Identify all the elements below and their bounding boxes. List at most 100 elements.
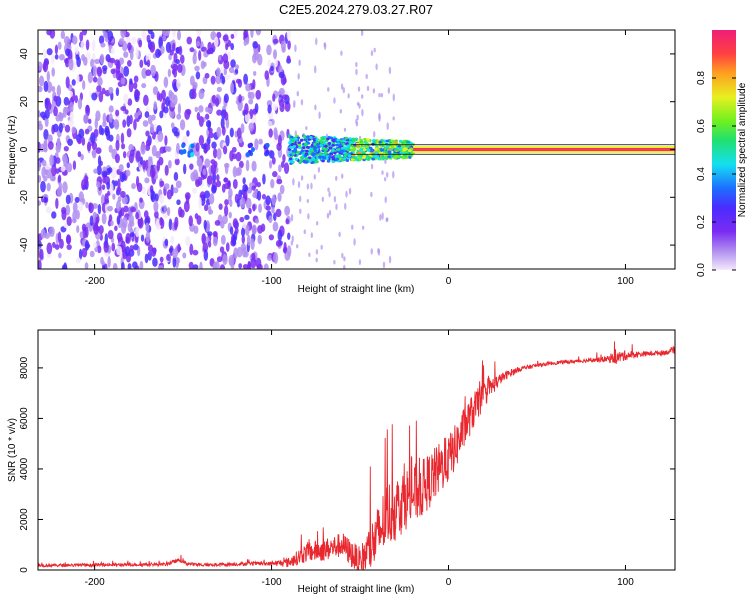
- heatmap-cell: [161, 30, 168, 37]
- heatmap-cell: [211, 141, 217, 149]
- heatmap-cell: [66, 216, 72, 227]
- heatmap-cell: [256, 53, 263, 66]
- heatmap-cell: [137, 110, 141, 116]
- heatmap-cell: [250, 238, 255, 250]
- heatmap-cell: [66, 244, 72, 250]
- heatmap-cell: [115, 139, 120, 151]
- heatmap-cell: [208, 193, 215, 205]
- heatmap-cell: [272, 93, 276, 102]
- heatmap-cell: [331, 144, 335, 147]
- heatmap-cell: [297, 181, 301, 188]
- heatmap-cell: [151, 144, 157, 157]
- heatmap-cell: [38, 61, 43, 71]
- heatmap-cell: [343, 127, 347, 132]
- heatmap-cell: [177, 243, 181, 253]
- heatmap-cell: [361, 151, 366, 155]
- heatmap-cell: [121, 143, 126, 150]
- heatmap-cell: [44, 163, 51, 170]
- heatmap-cell: [97, 245, 102, 254]
- heatmap-cell: [177, 206, 183, 218]
- heatmap-cell: [370, 50, 374, 57]
- heatmap-cell: [378, 151, 383, 155]
- heatmap-cell: [296, 244, 299, 249]
- heatmap-cell: [65, 194, 71, 205]
- heatmap-cell: [305, 146, 310, 149]
- heatmap-cell: [141, 30, 147, 40]
- heatmap-cell: [373, 47, 376, 53]
- heatmap-cell: [268, 160, 273, 169]
- heatmap-cell: [196, 30, 202, 36]
- heatmap-cell: [386, 171, 389, 178]
- heatmap-cell: [340, 158, 345, 162]
- heatmap-cell: [401, 156, 406, 160]
- heatmap-cell: [339, 109, 342, 114]
- heatmap-cell: [172, 256, 177, 268]
- heatmap-cell: [51, 86, 56, 93]
- heatmap-cell: [348, 187, 352, 195]
- heatmap-cell: [254, 46, 259, 56]
- heatmap-cell: [48, 226, 55, 238]
- heatmap-cell: [235, 64, 240, 70]
- heatmap-cell: [145, 231, 151, 243]
- heatmap-cell: [266, 44, 272, 56]
- heatmap-cell: [380, 92, 384, 98]
- heatmap-cell: [191, 90, 197, 100]
- heatmap-cell: [248, 91, 255, 100]
- heatmap-cell: [393, 156, 398, 160]
- heatmap-cell: [172, 63, 179, 72]
- heatmap-cell: [144, 111, 150, 119]
- heatmap-cell: [116, 187, 122, 193]
- heatmap-cell: [189, 163, 194, 170]
- heatmap-cell: [373, 155, 378, 159]
- heatmap-cell: [84, 128, 90, 135]
- heatmap-cell: [318, 111, 321, 120]
- heatmap-cell: [55, 144, 61, 153]
- heatmap-cell: [139, 197, 143, 203]
- heatmap-cell: [204, 158, 211, 168]
- heatmap-cell: [217, 55, 222, 61]
- heatmap-cell: [313, 174, 316, 180]
- heatmap-cell: [381, 212, 384, 220]
- heatmap-cell: [40, 111, 46, 119]
- heatmap-cell: [92, 52, 96, 61]
- heatmap-cell: [225, 242, 230, 252]
- heatmap-cell: [127, 60, 132, 67]
- heatmap-cell: [289, 155, 294, 159]
- heatmap-cell: [68, 119, 74, 127]
- y-tick-label: 0: [19, 146, 30, 152]
- heatmap-cell: [351, 139, 355, 143]
- heatmap-cell: [127, 42, 132, 51]
- heatmap-cell: [277, 164, 282, 173]
- heatmap-cell: [305, 126, 308, 131]
- heatmap-cell: [49, 30, 56, 39]
- heatmap-cell: [216, 174, 220, 182]
- heatmap-cell: [83, 114, 89, 124]
- heatmap-cell: [163, 76, 169, 88]
- heatmap-cell: [155, 48, 161, 59]
- heatmap-cell: [100, 127, 105, 136]
- colorbar-tick-label: 0.2: [696, 215, 707, 229]
- heatmap-cell: [248, 207, 252, 215]
- snr-frame: [37, 329, 676, 571]
- heatmap-cell: [85, 39, 90, 51]
- heatmap-cell: [247, 262, 252, 269]
- heatmap-cell: [66, 234, 71, 245]
- heatmap-cell: [84, 240, 90, 251]
- heatmap-cell: [125, 169, 131, 177]
- heatmap-cell: [338, 231, 341, 238]
- heatmap-cell: [75, 46, 79, 54]
- heatmap-cell: [294, 137, 298, 141]
- heatmap-cell: [218, 203, 223, 210]
- heatmap-cell: [270, 65, 274, 72]
- heatmap-cell: [305, 149, 309, 153]
- heatmap-cell: [165, 41, 172, 54]
- heatmap-cell: [174, 221, 178, 231]
- heatmap-cell: [107, 167, 113, 174]
- heatmap-cell: [130, 149, 135, 157]
- heatmap-cell: [198, 134, 205, 146]
- heatmap-cell: [139, 59, 144, 68]
- heatmap-cell: [132, 82, 138, 90]
- heatmap-cell: [293, 103, 296, 108]
- heatmap-cell: [275, 208, 282, 218]
